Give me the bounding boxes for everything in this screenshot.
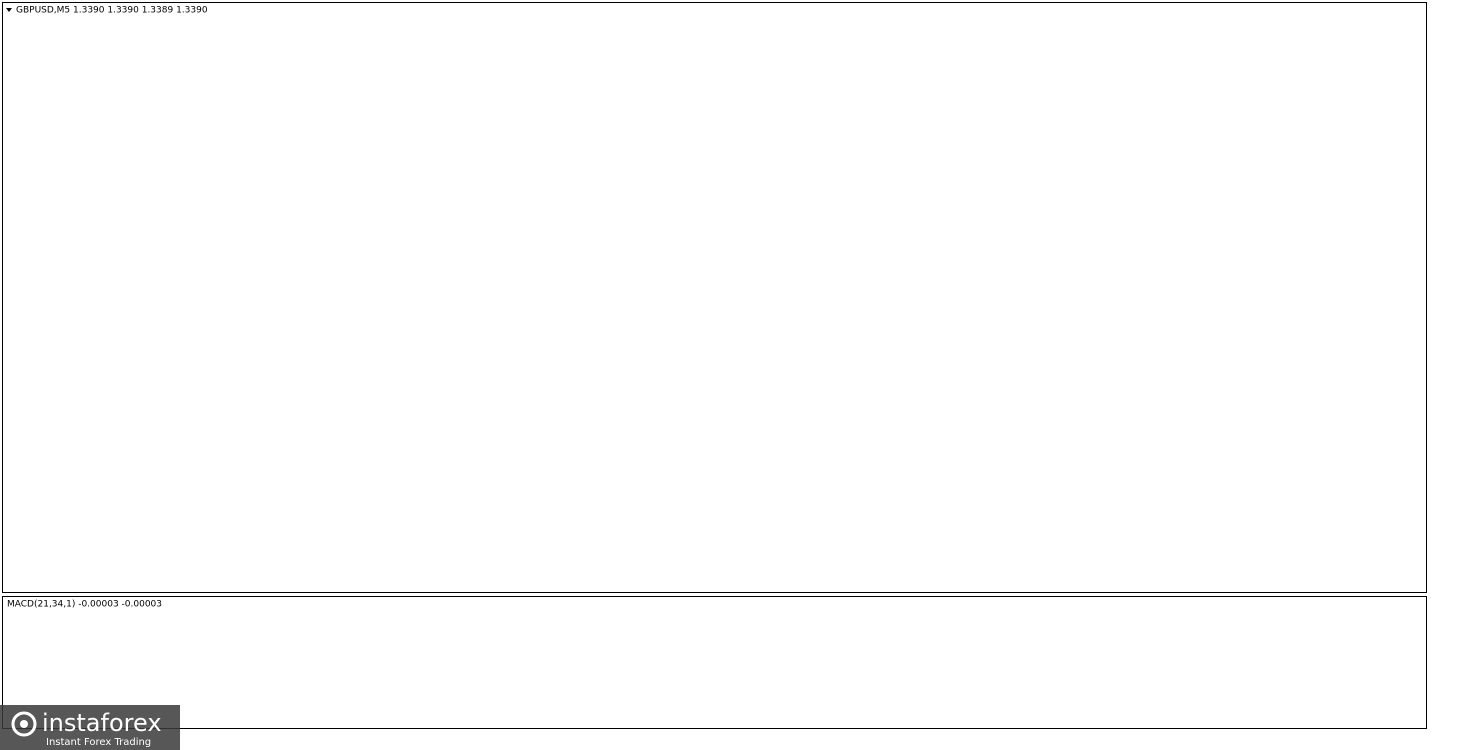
- logo-name: instaforex: [42, 709, 162, 737]
- logo-tagline: Instant Forex Trading: [46, 737, 151, 748]
- logo-icon: [11, 711, 37, 737]
- macd-panel: [2, 596, 1427, 729]
- main-panel: [2, 2, 1427, 593]
- chart-title: GBPUSD,M5 1.3390 1.3390 1.3389 1.3390: [16, 6, 208, 16]
- macd-title: MACD(21,34,1) -0.00003 -0.00003: [7, 600, 162, 610]
- logo-bg: [0, 705, 180, 750]
- title-arrow: [6, 8, 12, 12]
- logo-icon-core: [20, 720, 28, 728]
- logo: instaforex Instant Forex Trading: [0, 705, 180, 750]
